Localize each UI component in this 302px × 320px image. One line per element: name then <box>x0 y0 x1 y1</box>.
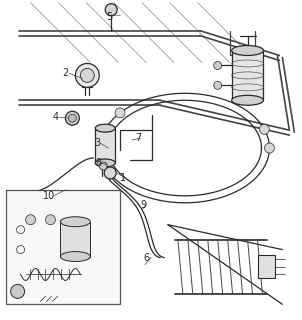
Circle shape <box>104 167 116 179</box>
Text: 7: 7 <box>135 133 141 143</box>
Circle shape <box>11 284 24 298</box>
Text: 6: 6 <box>143 252 149 262</box>
Circle shape <box>115 108 125 118</box>
Circle shape <box>214 61 222 69</box>
Bar <box>60 222 90 257</box>
Ellipse shape <box>60 217 90 227</box>
Ellipse shape <box>95 159 115 167</box>
Circle shape <box>26 215 36 225</box>
Circle shape <box>265 143 275 153</box>
Circle shape <box>99 162 107 170</box>
Circle shape <box>100 124 110 134</box>
Circle shape <box>46 215 56 225</box>
Bar <box>232 51 263 100</box>
Text: 8: 8 <box>95 158 101 168</box>
Text: 2: 2 <box>63 68 69 78</box>
Circle shape <box>105 4 117 16</box>
Circle shape <box>259 124 269 134</box>
Text: 5: 5 <box>106 12 112 22</box>
Circle shape <box>66 111 79 125</box>
Text: 10: 10 <box>43 191 55 201</box>
Circle shape <box>68 114 76 122</box>
Bar <box>258 255 275 278</box>
Bar <box>6 190 120 304</box>
Ellipse shape <box>95 124 115 132</box>
Circle shape <box>80 68 94 82</box>
Text: 3: 3 <box>94 138 100 148</box>
Ellipse shape <box>232 45 263 55</box>
Text: 4: 4 <box>53 112 59 122</box>
Bar <box>95 128 115 163</box>
Circle shape <box>76 63 99 87</box>
Circle shape <box>214 81 222 89</box>
Text: 1: 1 <box>120 173 126 183</box>
Text: 9: 9 <box>140 200 146 210</box>
Ellipse shape <box>232 95 263 105</box>
Ellipse shape <box>60 252 90 261</box>
